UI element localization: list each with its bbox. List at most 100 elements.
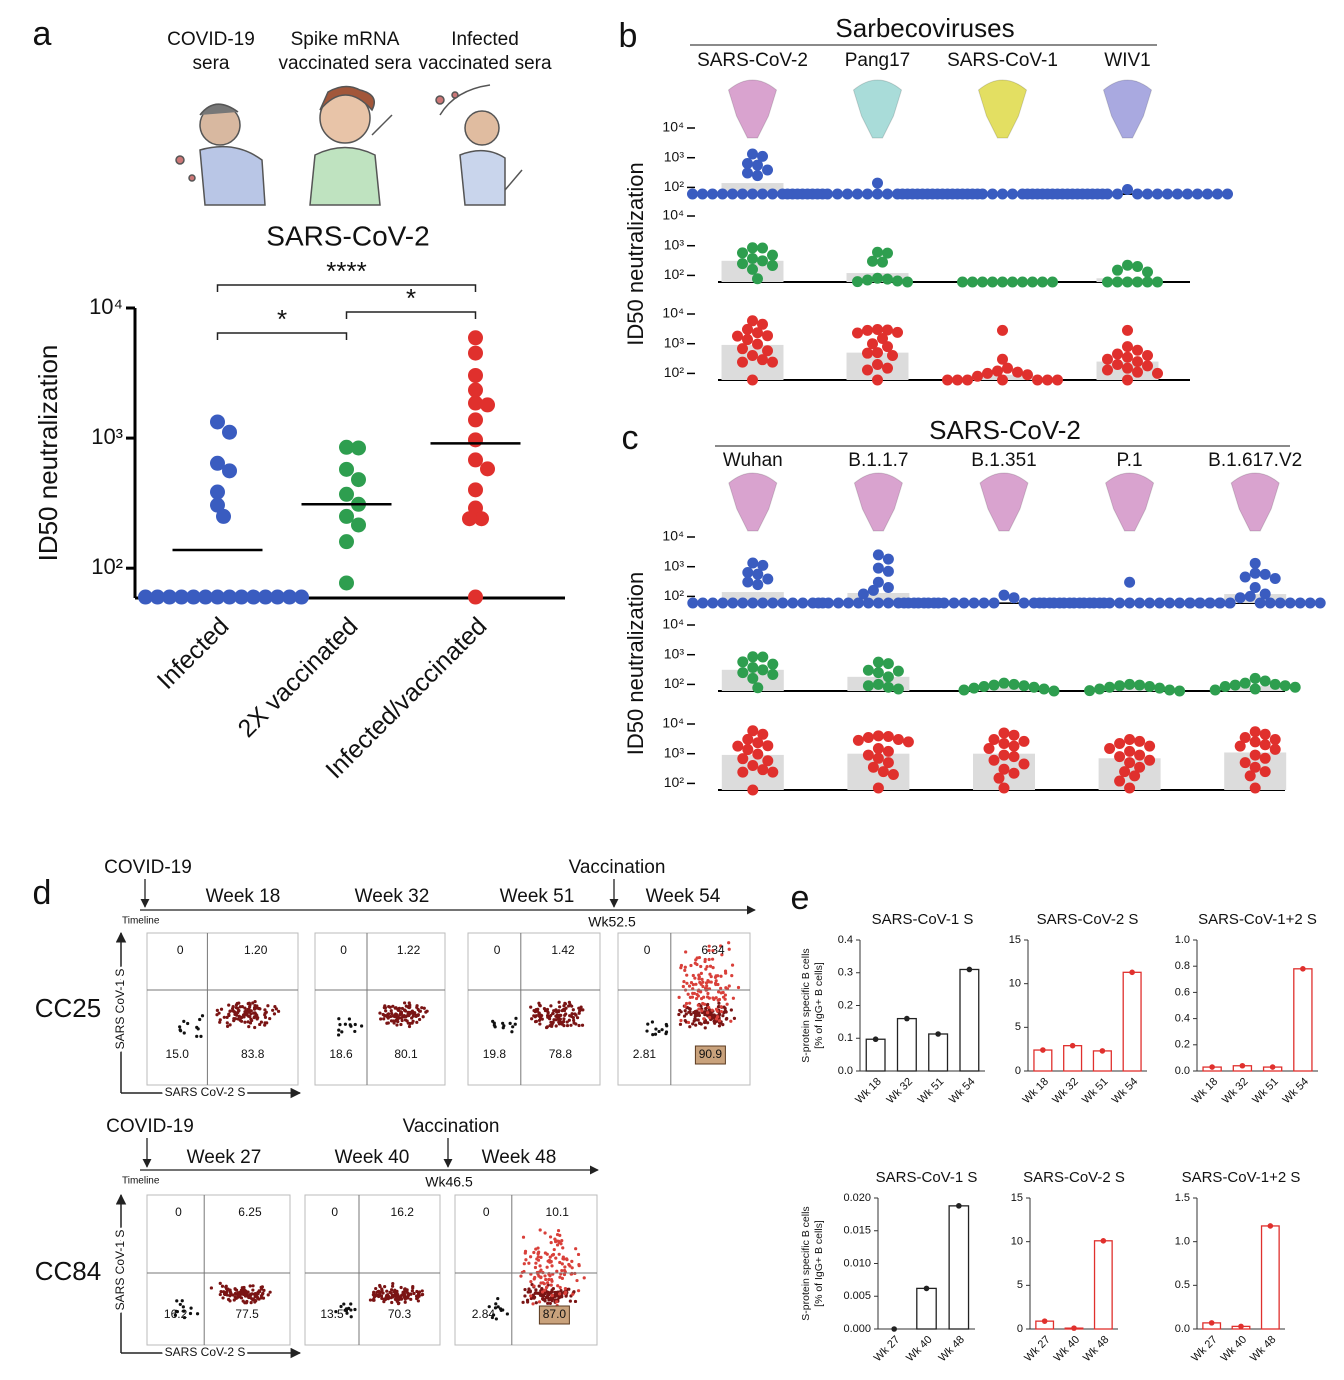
cell-dot	[727, 947, 731, 951]
cell-dot	[719, 944, 723, 948]
dot	[992, 365, 1003, 377]
dot	[957, 188, 968, 200]
cell-dot	[238, 1005, 242, 1009]
cell-dot	[220, 1284, 225, 1288]
chart-title: SARS-CoV-2 S	[1037, 911, 1139, 928]
cell-dot	[374, 1286, 378, 1291]
dot	[727, 188, 738, 200]
dot	[737, 597, 749, 609]
cell-dot	[228, 1294, 232, 1298]
cell-dot	[533, 1009, 537, 1014]
dot	[993, 772, 1005, 784]
dot	[968, 682, 980, 694]
cell-dot	[582, 1276, 586, 1280]
dot	[812, 188, 823, 200]
cell-dot	[546, 1281, 550, 1285]
cell-dot	[383, 1285, 387, 1289]
panel-label: e	[791, 879, 810, 917]
cell-dot	[182, 1019, 186, 1023]
cell-dot	[542, 1282, 546, 1286]
cell-dot	[243, 1006, 247, 1010]
cell-dot	[722, 1011, 726, 1015]
cell-dot	[222, 1015, 226, 1019]
cell-dot	[580, 1023, 585, 1027]
quadrant-value: 1.42	[551, 943, 575, 957]
dot	[737, 356, 748, 368]
bar-point	[872, 1036, 879, 1043]
dot	[468, 412, 483, 428]
cell-dot	[565, 1023, 570, 1028]
cell-dot	[534, 1261, 538, 1265]
cell-dot	[701, 980, 705, 984]
dot	[767, 658, 779, 670]
cell-dot	[534, 1019, 538, 1023]
dot	[757, 242, 768, 254]
dot	[757, 255, 768, 267]
cell-dot	[272, 1012, 277, 1016]
cell-dot	[491, 1019, 495, 1023]
spike-image	[1230, 472, 1280, 532]
cell-dot	[678, 1008, 682, 1013]
dot	[210, 589, 225, 605]
dot	[339, 439, 354, 455]
dot	[1132, 188, 1143, 200]
cell-dot	[249, 1301, 253, 1305]
dot	[757, 559, 769, 571]
cell-dot	[173, 1313, 177, 1317]
dot	[792, 188, 803, 200]
cell-dot	[360, 1024, 364, 1028]
dot	[1294, 597, 1306, 609]
dot	[1239, 757, 1251, 769]
cell-dot	[537, 1001, 541, 1005]
sample-name: CC25	[35, 993, 101, 1023]
bar-point	[935, 1031, 941, 1037]
cell-dot	[547, 1293, 551, 1297]
cell-dot	[543, 1251, 547, 1255]
dot	[1249, 567, 1261, 579]
dot	[822, 188, 833, 200]
quadrant-value: 0	[340, 943, 347, 957]
cell-dot	[241, 1290, 245, 1295]
cell-dot	[523, 1249, 528, 1253]
cell-dot	[399, 1010, 403, 1014]
cell-dot	[665, 1024, 669, 1028]
cell-dot	[246, 1014, 251, 1018]
cell-dot	[729, 1008, 733, 1012]
cell-dot	[523, 1294, 527, 1298]
bar-point	[904, 1015, 910, 1022]
cell-dot	[250, 1018, 254, 1023]
y-tick-label: 0	[1017, 1323, 1023, 1335]
dot	[757, 651, 769, 663]
dot	[1124, 734, 1136, 746]
dot	[752, 579, 764, 591]
cell-dot	[705, 1011, 710, 1015]
dot	[842, 597, 854, 609]
cell-dot	[562, 1017, 566, 1021]
cell-dot	[337, 1028, 341, 1032]
quadrant-value: 77.5	[235, 1307, 259, 1321]
cell-dot	[695, 956, 699, 960]
cell-dot	[182, 1315, 187, 1320]
dot	[737, 247, 748, 259]
dot	[222, 463, 237, 479]
dot	[862, 664, 874, 676]
cell-dot	[225, 1024, 230, 1028]
quadrant-value: 16.2	[164, 1307, 188, 1321]
chart-title: SARS-CoV-2	[266, 220, 429, 251]
dot	[1018, 680, 1030, 692]
cell-dot	[408, 1292, 412, 1296]
cell-dot	[253, 999, 257, 1004]
dot	[1314, 597, 1326, 609]
dot	[988, 734, 1000, 746]
cell-dot	[552, 1018, 556, 1022]
cell-dot	[231, 1293, 235, 1297]
cell-dot	[731, 996, 735, 1000]
dot	[962, 374, 973, 386]
cell-dot	[697, 977, 701, 981]
dot	[882, 658, 894, 670]
cell-dot	[209, 1286, 213, 1290]
dot	[862, 749, 874, 761]
cell-dot	[697, 973, 701, 977]
dot	[757, 318, 768, 330]
cell-dot	[389, 1009, 393, 1013]
